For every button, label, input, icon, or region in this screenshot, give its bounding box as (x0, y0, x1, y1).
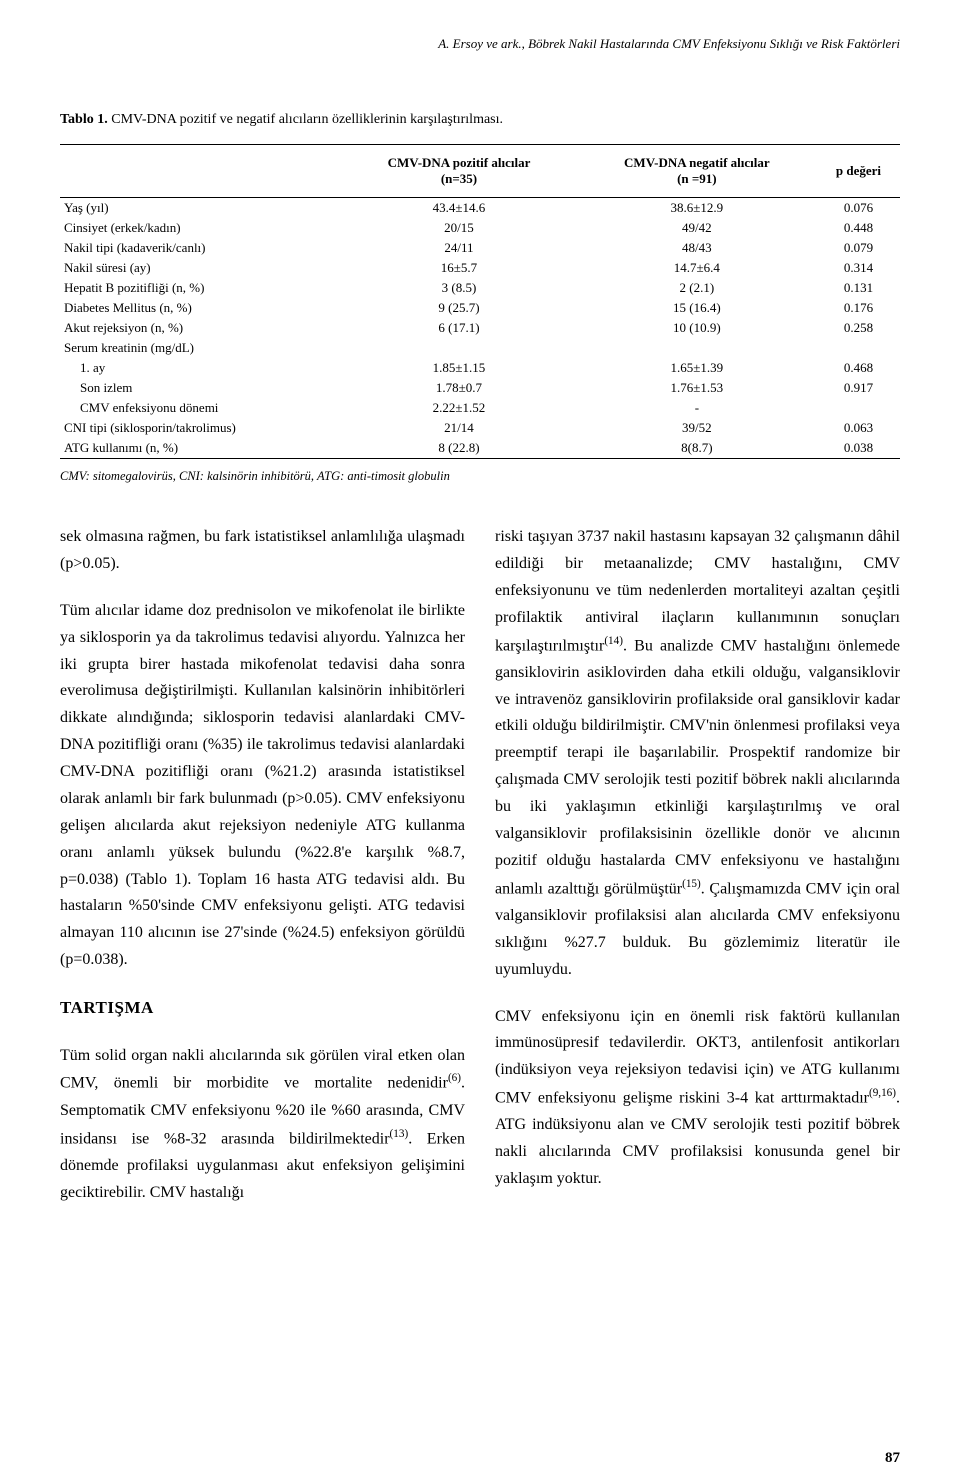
left-column: sek olmasına rağmen, bu fark istatistiks… (60, 524, 465, 1226)
col-header-pvalue: p değeri (817, 145, 900, 198)
cell-pvalue: 0.076 (817, 198, 900, 219)
cell-pvalue (817, 398, 900, 418)
row-label: Son izlem (60, 378, 341, 398)
table-row: 1. ay1.85±1.151.65±1.390.468 (60, 358, 900, 378)
cell-pozitif: 8 (22.8) (341, 438, 577, 459)
cell-pvalue: 0.176 (817, 298, 900, 318)
row-label: Diabetes Mellitus (n, %) (60, 298, 341, 318)
left-p3: Tüm solid organ nakli alıcılarında sık g… (60, 1043, 465, 1207)
cell-negatif: 39/52 (577, 418, 817, 438)
table-row: Serum kreatinin (mg/dL) (60, 338, 900, 358)
row-label: Cinsiyet (erkek/kadın) (60, 218, 341, 238)
left-p1: sek olmasına rağmen, bu fark istatistiks… (60, 524, 465, 578)
cell-pvalue (817, 338, 900, 358)
cell-negatif (577, 338, 817, 358)
cell-pozitif: 2.22±1.52 (341, 398, 577, 418)
table-row: Hepatit B pozitifliği (n, %)3 (8.5)2 (2.… (60, 278, 900, 298)
cell-pozitif: 6 (17.1) (341, 318, 577, 338)
cell-pvalue: 0.079 (817, 238, 900, 258)
row-label: Nakil tipi (kadaverik/canlı) (60, 238, 341, 258)
table-title: Tablo 1. CMV-DNA pozitif ve negatif alıc… (60, 112, 900, 128)
row-label: Hepatit B pozitifliği (n, %) (60, 278, 341, 298)
row-label: Akut rejeksiyon (n, %) (60, 318, 341, 338)
table-header-row: CMV-DNA pozitif alıcılar(n=35) CMV-DNA n… (60, 145, 900, 198)
cell-negatif: 10 (10.9) (577, 318, 817, 338)
cell-pvalue: 0.131 (817, 278, 900, 298)
table-row: Diabetes Mellitus (n, %)9 (25.7)15 (16.4… (60, 298, 900, 318)
cell-pozitif: 9 (25.7) (341, 298, 577, 318)
table-row: Yaş (yıl)43.4±14.638.6±12.90.076 (60, 198, 900, 219)
right-p1: riski taşıyan 3737 nakil hastasını kapsa… (495, 524, 900, 984)
cell-negatif: 48/43 (577, 238, 817, 258)
col-header-empty (60, 145, 341, 198)
cell-negatif: 1.76±1.53 (577, 378, 817, 398)
col-header-negatif: CMV-DNA negatif alıcılar(n =91) (577, 145, 817, 198)
cell-pvalue: 0.314 (817, 258, 900, 278)
cell-pvalue: 0.448 (817, 218, 900, 238)
table-row: Nakil tipi (kadaverik/canlı)24/1148/430.… (60, 238, 900, 258)
row-label: Nakil süresi (ay) (60, 258, 341, 278)
cell-pvalue: 0.038 (817, 438, 900, 459)
cell-pvalue: 0.258 (817, 318, 900, 338)
col-header-pozitif: CMV-DNA pozitif alıcılar(n=35) (341, 145, 577, 198)
row-label: CMV enfeksiyonu dönemi (60, 398, 341, 418)
table-row: CNI tipi (siklosporin/takrolimus)21/1439… (60, 418, 900, 438)
cell-pozitif: 1.78±0.7 (341, 378, 577, 398)
row-label: ATG kullanımı (n, %) (60, 438, 341, 459)
data-table: CMV-DNA pozitif alıcılar(n=35) CMV-DNA n… (60, 144, 900, 459)
cell-negatif: 49/42 (577, 218, 817, 238)
table-note: CMV: sitomegalovirüs, CNI: kalsinörin in… (60, 469, 900, 484)
cell-negatif: 14.7±6.4 (577, 258, 817, 278)
left-p2: Tüm alıcılar idame doz prednisolon ve mi… (60, 598, 465, 974)
row-label: Serum kreatinin (mg/dL) (60, 338, 341, 358)
cell-negatif: 2 (2.1) (577, 278, 817, 298)
right-column: riski taşıyan 3737 nakil hastasını kapsa… (495, 524, 900, 1226)
right-p2: CMV enfeksiyonu için en önemli risk fakt… (495, 1004, 900, 1193)
cell-negatif: 38.6±12.9 (577, 198, 817, 219)
cell-negatif: 15 (16.4) (577, 298, 817, 318)
cell-pvalue: 0.063 (817, 418, 900, 438)
body-text: sek olmasına rağmen, bu fark istatistiks… (60, 524, 900, 1226)
table-row: ATG kullanımı (n, %)8 (22.8)8(8.7)0.038 (60, 438, 900, 459)
table-row: Cinsiyet (erkek/kadın)20/1549/420.448 (60, 218, 900, 238)
cell-pvalue: 0.917 (817, 378, 900, 398)
table-row: Akut rejeksiyon (n, %)6 (17.1)10 (10.9)0… (60, 318, 900, 338)
page-number: 87 (885, 1450, 900, 1467)
cell-pozitif: 20/15 (341, 218, 577, 238)
cell-negatif: - (577, 398, 817, 418)
cell-pozitif (341, 338, 577, 358)
cell-pozitif: 1.85±1.15 (341, 358, 577, 378)
cell-pozitif: 21/14 (341, 418, 577, 438)
cell-negatif: 8(8.7) (577, 438, 817, 459)
row-label: CNI tipi (siklosporin/takrolimus) (60, 418, 341, 438)
cell-pvalue: 0.468 (817, 358, 900, 378)
table-caption: CMV-DNA pozitif ve negatif alıcıların öz… (108, 112, 503, 127)
row-label: Yaş (yıl) (60, 198, 341, 219)
cell-pozitif: 43.4±14.6 (341, 198, 577, 219)
cell-negatif: 1.65±1.39 (577, 358, 817, 378)
cell-pozitif: 3 (8.5) (341, 278, 577, 298)
table-row: CMV enfeksiyonu dönemi2.22±1.52- (60, 398, 900, 418)
section-heading: TARTIŞMA (60, 994, 465, 1023)
cell-pozitif: 24/11 (341, 238, 577, 258)
cell-pozitif: 16±5.7 (341, 258, 577, 278)
table-row: Nakil süresi (ay)16±5.714.7±6.40.314 (60, 258, 900, 278)
table-number: Tablo 1. (60, 112, 108, 127)
running-header: A. Ersoy ve ark., Böbrek Nakil Hastaları… (60, 36, 900, 52)
row-label: 1. ay (60, 358, 341, 378)
table-body: Yaş (yıl)43.4±14.638.6±12.90.076Cinsiyet… (60, 198, 900, 459)
table-row: Son izlem1.78±0.71.76±1.530.917 (60, 378, 900, 398)
